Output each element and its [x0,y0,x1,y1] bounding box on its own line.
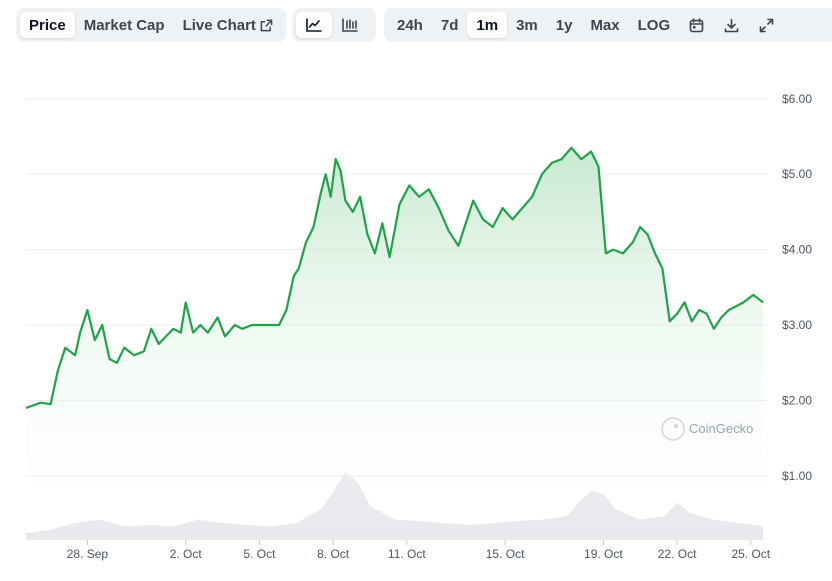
x-tick-label: 8. Oct [317,547,350,561]
coingecko-logo-icon [661,417,685,441]
x-tick-label: 5. Oct [243,547,276,561]
range-1m[interactable]: 1m [467,12,508,38]
range-1y-label: 1y [555,16,573,34]
y-tick-label: $3.00 [782,318,812,332]
log-scale-toggle[interactable]: LOG [629,12,680,38]
tab-price[interactable]: Price [20,12,75,38]
y-tick-label: $4.00 [782,243,812,257]
fullscreen-button[interactable] [749,12,784,38]
price-line[interactable] [25,146,764,410]
x-tick-label: 11. Oct [388,547,426,561]
range-7d[interactable]: 7d [432,12,468,38]
x-tick-label: 22. Oct [658,547,697,561]
candlestick-chart-icon [342,18,358,32]
calendar-icon [689,17,704,33]
x-tick-label: 25. Oct [731,547,770,561]
expand-icon [759,18,774,33]
tab-market-cap-label: Market Cap [83,16,165,34]
coingecko-watermark: CoinGecko [661,417,753,441]
x-tick-label: 2. Oct [170,547,203,561]
calendar-button[interactable] [679,12,714,38]
tab-live-chart-label: Live Chart [182,16,256,34]
range-1m-label: 1m [476,16,499,34]
price-area [26,147,764,541]
y-tick-label: $5.00 [782,167,812,181]
tab-price-label: Price [29,16,66,34]
y-axis-labels: $6.00 $5.00 $4.00 $3.00 $2.00 $1.00 [782,92,812,483]
chart-toolbar: Price Market Cap Live Chart 24h 7d 1m 3m… [16,8,832,42]
metric-tab-group: Price Market Cap Live Chart [16,8,286,42]
watermark-label: CoinGecko [689,421,753,436]
tab-market-cap[interactable]: Market Cap [75,12,174,38]
x-tick-label: 15. Oct [486,547,525,561]
range-3m[interactable]: 3m [507,12,547,38]
tab-live-chart[interactable]: Live Chart [174,12,282,38]
download-icon [724,18,739,33]
x-axis-labels: 28. Sep 2. Oct 5. Oct 8. Oct 11. Oct 15. Oct 1… [67,540,771,561]
range-max[interactable]: Max [581,12,628,38]
candlestick-chart-button[interactable] [332,12,368,38]
price-series-line[interactable] [25,146,764,410]
range-3m-label: 3m [516,16,538,34]
line-chart-button[interactable] [296,12,332,38]
range-1y[interactable]: 1y [547,12,582,38]
line-chart-icon [306,18,322,32]
y-tick-label: $6.00 [782,92,812,106]
range-24h[interactable]: 24h [388,12,432,38]
x-tick-label: 28. Sep [67,547,109,561]
range-max-label: Max [590,16,620,34]
range-24h-label: 24h [397,16,423,34]
range-7d-label: 7d [440,16,459,34]
y-tick-label: $2.00 [782,393,812,407]
y-tick-label: $1.00 [782,469,812,483]
x-tick-label: 19. Oct [584,547,623,561]
log-scale-label: LOG [637,16,671,34]
download-button[interactable] [714,12,749,38]
price-area-fill [26,147,764,541]
external-link-icon [260,19,273,32]
time-range-group: 24h 7d 1m 3m 1y Max LOG [384,8,832,42]
chart-type-group [292,8,376,42]
